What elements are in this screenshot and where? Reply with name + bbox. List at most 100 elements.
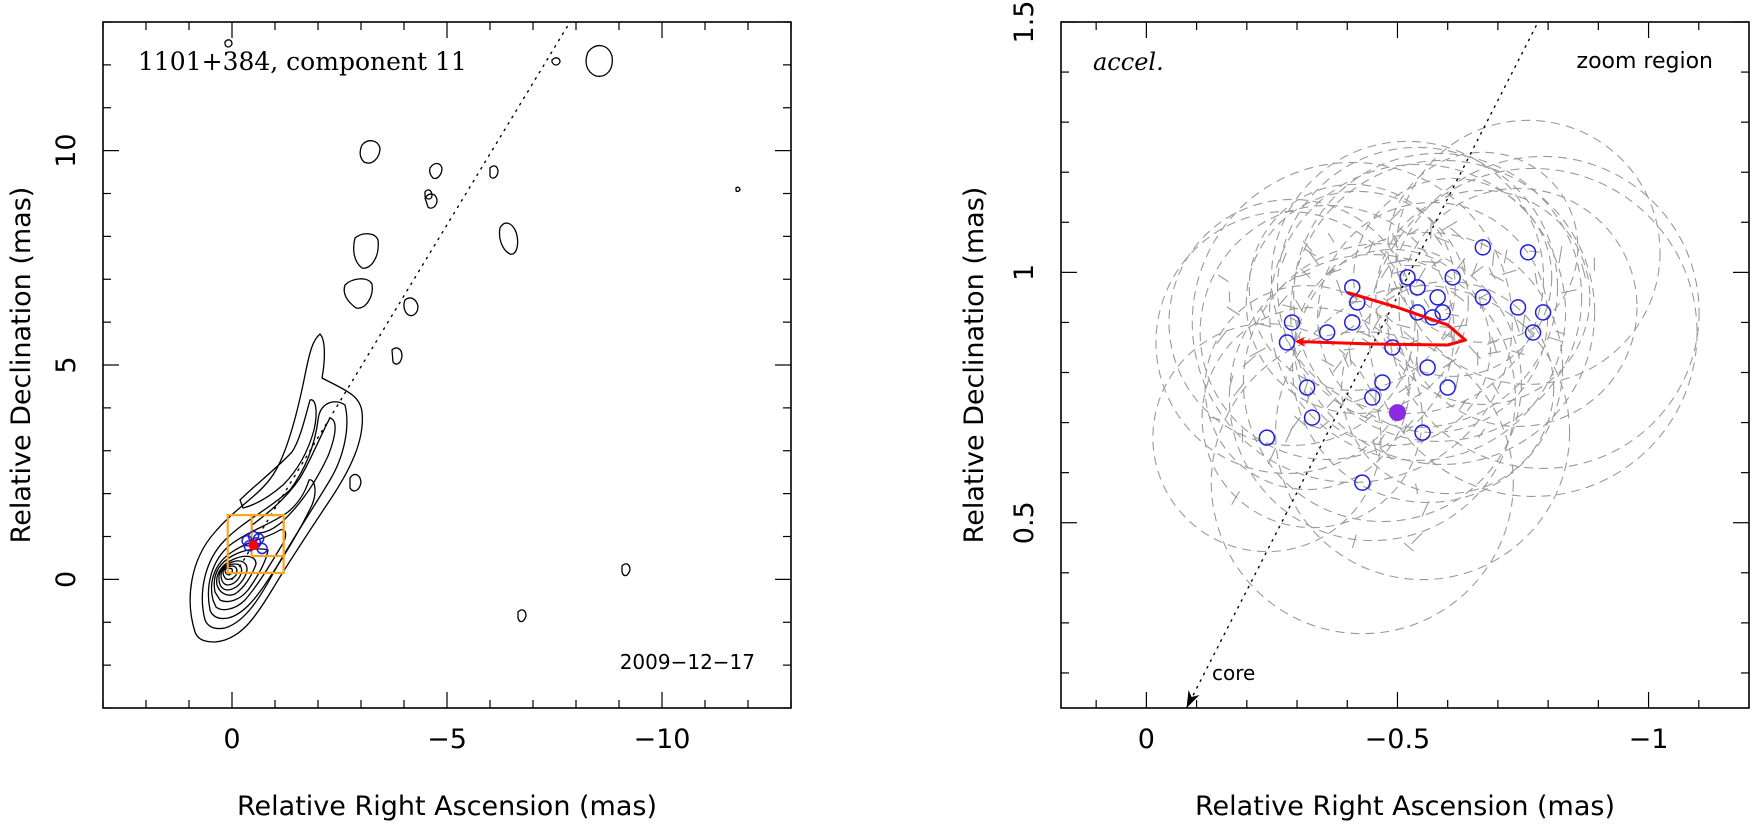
uncertainty-dash bbox=[1480, 298, 1481, 309]
uncertainty-dash bbox=[1522, 315, 1524, 332]
left-plot-frame bbox=[103, 22, 791, 708]
uncertainty-dash bbox=[1349, 347, 1351, 365]
uncertainty-dash bbox=[1333, 361, 1342, 373]
right-x-tick-label: −1 bbox=[1629, 724, 1669, 755]
right-y-tick-label: 1 bbox=[1009, 264, 1040, 281]
uncertainty-ellipses bbox=[1153, 120, 1699, 633]
uncertainty-ellipse bbox=[1153, 324, 1381, 552]
zoom-region-label: zoom region bbox=[1577, 49, 1713, 74]
component-marker bbox=[1430, 290, 1445, 305]
left-y-tick-label: 5 bbox=[51, 356, 82, 373]
core-arrowhead bbox=[1187, 690, 1200, 708]
uncertainty-dash bbox=[1250, 348, 1266, 357]
jet-axis-dotted-line bbox=[232, 26, 567, 579]
right-x-tick-label: −0.5 bbox=[1365, 724, 1431, 755]
uncertainty-ellipse bbox=[1399, 188, 1637, 426]
right-y-axis-label: Relative Declination (mas) bbox=[959, 187, 990, 544]
uncertainty-dash bbox=[1319, 305, 1322, 316]
uncertainty-dash bbox=[1489, 274, 1503, 282]
left-panel-map: 0 −5 −10 0 5 10 1101+384, component 11 2009−1… bbox=[6, 22, 791, 822]
uncertainty-dash bbox=[1582, 264, 1586, 278]
uncertainty-dash bbox=[1385, 315, 1392, 322]
core-label: core bbox=[1212, 661, 1255, 685]
uncertainty-dash bbox=[1304, 381, 1308, 394]
uncertainty-dash bbox=[1478, 429, 1484, 438]
right-x-axis-label: Relative Right Ascension (mas) bbox=[1195, 791, 1615, 822]
uncertainty-dash bbox=[1472, 266, 1484, 275]
uncertainty-dash bbox=[1306, 391, 1310, 403]
uncertainty-ellipse bbox=[1293, 233, 1563, 503]
uncertainty-dash bbox=[1354, 398, 1365, 402]
uncertainty-dash bbox=[1337, 280, 1343, 296]
uncertainty-dash bbox=[1209, 417, 1220, 420]
uncertainty-dash bbox=[1373, 439, 1377, 453]
uncertainty-dash bbox=[1529, 251, 1540, 252]
uncertainty-dash bbox=[1279, 295, 1287, 305]
uncertainty-ellipse bbox=[1387, 156, 1699, 468]
uncertainty-dash bbox=[1286, 426, 1293, 442]
uncertainty-ellipse bbox=[1169, 199, 1415, 445]
uncertainty-dash bbox=[1469, 346, 1481, 359]
jet-axis-line bbox=[232, 26, 567, 579]
uncertainty-dash bbox=[1352, 535, 1356, 548]
uncertainty-dash bbox=[1493, 252, 1494, 266]
component-marker bbox=[1320, 325, 1335, 340]
right-y-tick-label: 0.5 bbox=[1009, 501, 1040, 544]
uncertainty-dash bbox=[1309, 425, 1320, 428]
component-marker bbox=[1536, 305, 1551, 320]
mean-position-dot bbox=[249, 540, 259, 550]
jet-axis-line-zoom bbox=[1187, 22, 1539, 708]
uncertainty-dash bbox=[1397, 324, 1411, 327]
right-axis-ticks: 0−0.5−10.511.5 bbox=[1009, 1, 1749, 755]
uncertainty-dash bbox=[1451, 291, 1464, 301]
component-marker bbox=[1440, 380, 1455, 395]
component-marker bbox=[1365, 390, 1380, 405]
uncertainty-ellipse bbox=[1243, 244, 1521, 522]
uncertainty-ellipse bbox=[1272, 141, 1544, 413]
uncertainty-dash bbox=[1328, 233, 1334, 242]
uncertainty-dash bbox=[1434, 234, 1442, 245]
right-x-tick-label: 0 bbox=[1138, 724, 1155, 755]
component-marker bbox=[1305, 410, 1320, 425]
left-axis-ticks: 0 −5 −10 0 5 10 bbox=[51, 22, 791, 755]
uncertainty-dash bbox=[1450, 228, 1463, 240]
left-title: 1101+384, component 11 bbox=[138, 47, 467, 76]
uncertainty-dash bbox=[1322, 359, 1334, 366]
left-y-tick-label: 10 bbox=[51, 133, 82, 167]
uncertainty-dash bbox=[1481, 239, 1483, 249]
uncertainty-dash bbox=[1282, 253, 1286, 263]
uncertainty-dash bbox=[1424, 299, 1429, 308]
epoch-label: 2009−12−17 bbox=[620, 650, 755, 674]
uncertainty-dash bbox=[1492, 337, 1497, 353]
uncertainty-dash bbox=[1327, 398, 1336, 408]
uncertainty-dash bbox=[1282, 305, 1295, 309]
left-y-tick-label: 0 bbox=[51, 571, 82, 588]
uncertainty-dash bbox=[1535, 273, 1537, 284]
uncertainty-dash bbox=[1296, 300, 1303, 312]
mean-position-dot-zoom bbox=[1389, 404, 1406, 421]
right-plot-frame bbox=[1061, 22, 1749, 708]
uncertainty-dash bbox=[1218, 275, 1228, 282]
uncertainty-ellipse bbox=[1200, 205, 1454, 459]
uncertainty-dash bbox=[1514, 316, 1519, 332]
uncertainty-ellipse bbox=[1318, 202, 1548, 432]
core-arrow bbox=[1187, 690, 1200, 708]
contour-map bbox=[190, 40, 740, 642]
uncertainty-dash bbox=[1234, 383, 1245, 396]
component-marker bbox=[1279, 335, 1294, 350]
component-marker bbox=[1445, 270, 1460, 285]
component-marker bbox=[1510, 300, 1525, 315]
uncertainty-ellipse bbox=[1376, 190, 1590, 404]
uncertainty-dash bbox=[1309, 252, 1318, 264]
left-x-axis-label: Relative Right Ascension (mas) bbox=[237, 791, 657, 822]
uncertainty-dash bbox=[1404, 543, 1413, 551]
left-x-tick-label: −10 bbox=[634, 724, 691, 755]
uncertainty-dash bbox=[1442, 221, 1457, 230]
left-x-tick-label: −5 bbox=[427, 724, 467, 755]
uncertainty-dash bbox=[1548, 337, 1563, 342]
left-y-axis-label: Relative Declination (mas) bbox=[6, 187, 37, 544]
left-x-tick-label: 0 bbox=[223, 724, 240, 755]
uncertainty-dash bbox=[1379, 434, 1385, 444]
uncertainty-dash bbox=[1268, 448, 1275, 464]
